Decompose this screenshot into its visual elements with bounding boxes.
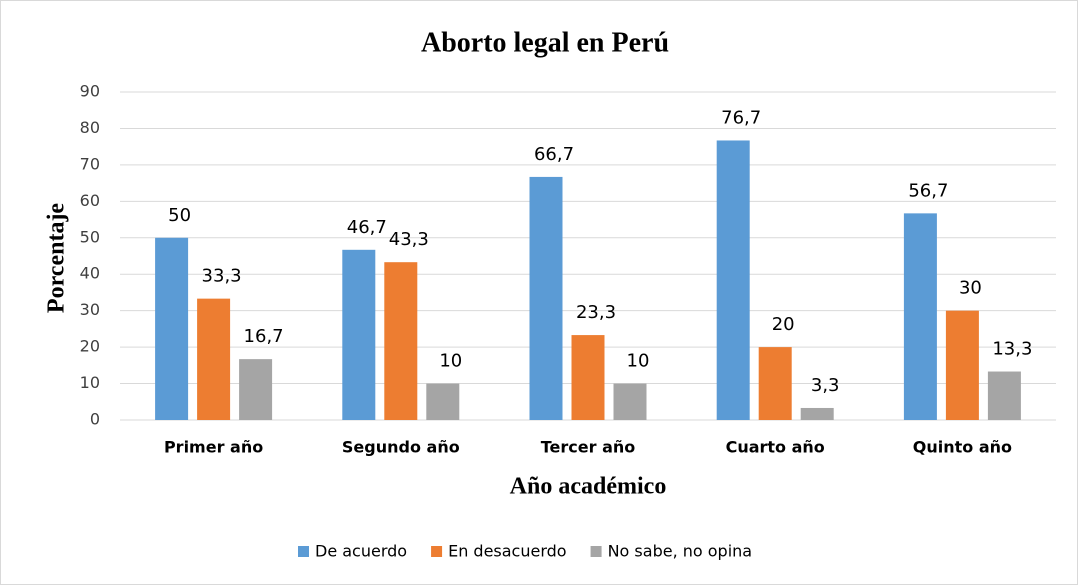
- data-label: 50: [168, 205, 191, 226]
- data-label: 23,3: [576, 302, 616, 323]
- bar: [758, 347, 792, 420]
- bar: [529, 176, 563, 420]
- bar: [716, 140, 750, 420]
- y-tick-label: 40: [80, 264, 100, 283]
- y-axis-label: Porcentaje: [44, 203, 70, 314]
- bar: [342, 249, 376, 420]
- y-tick-label: 60: [80, 191, 100, 210]
- x-tick-label: Primer año: [164, 438, 263, 457]
- bar: [800, 407, 834, 420]
- data-label: 43,3: [389, 229, 429, 250]
- legend-swatch: [298, 546, 309, 557]
- legend-swatch: [590, 546, 602, 557]
- y-tick-label: 10: [80, 373, 100, 392]
- data-label: 46,7: [347, 217, 387, 238]
- bar: [571, 335, 605, 420]
- data-label: 56,7: [908, 180, 948, 201]
- bar: [613, 383, 647, 420]
- data-label: 3,3: [811, 375, 840, 396]
- y-tick-label: 20: [80, 337, 100, 356]
- data-label: 13,3: [992, 339, 1032, 360]
- legend-label: No sabe, no opina: [608, 542, 753, 561]
- legend-swatch: [431, 546, 443, 557]
- bar: [945, 310, 979, 420]
- bar: [155, 237, 189, 420]
- data-label: 76,7: [721, 107, 761, 128]
- x-tick-label: Cuarto año: [726, 438, 825, 457]
- data-label: 10: [627, 351, 650, 372]
- data-label: 20: [772, 314, 795, 335]
- x-tick-label: Quinto año: [913, 438, 1012, 457]
- x-axis-label: Año académico: [510, 474, 667, 500]
- legend-label: De acuerdo: [315, 542, 407, 561]
- y-tick-label: 70: [80, 154, 100, 173]
- y-tick-label: 30: [80, 300, 100, 319]
- chart-title: Aborto legal en Perú: [421, 27, 669, 58]
- bar: [426, 383, 460, 420]
- x-tick-label: Tercer año: [541, 438, 636, 457]
- x-tick-label: Segundo año: [342, 438, 460, 457]
- data-label: 10: [439, 351, 462, 372]
- bar: [197, 298, 231, 420]
- data-label: 16,7: [244, 326, 284, 347]
- bar: [987, 371, 1021, 420]
- data-label: 30: [959, 278, 982, 299]
- y-tick-label: 80: [80, 118, 100, 137]
- y-tick-label: 50: [80, 227, 100, 246]
- bar: [903, 213, 937, 420]
- legend-label: En desacuerdo: [448, 542, 567, 561]
- data-label: 66,7: [534, 144, 574, 165]
- y-tick-label: 90: [80, 82, 100, 101]
- bar: [384, 262, 418, 420]
- data-label: 33,3: [202, 266, 242, 287]
- bar: [239, 359, 273, 420]
- y-tick-label: 0: [90, 410, 100, 429]
